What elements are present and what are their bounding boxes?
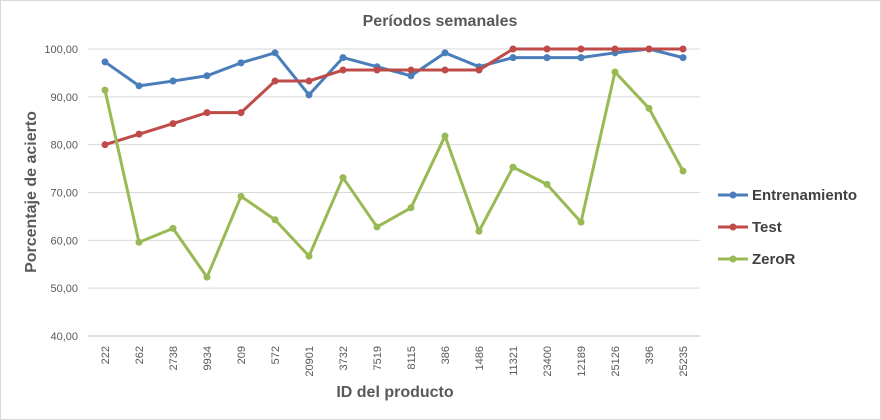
legend: Entrenamiento Test ZeroR [718, 187, 857, 268]
data-point [271, 77, 279, 85]
data-point [101, 58, 109, 66]
y-tick-label: 60,00 [50, 235, 78, 247]
y-tick-labels: 40,00 50,00 60,00 70,00 80,00 90,00 100,00 [44, 44, 78, 343]
data-point [169, 77, 177, 85]
data-point [645, 45, 653, 53]
gridlines [88, 48, 700, 289]
data-point [407, 204, 415, 212]
legend-item: Test [718, 219, 782, 236]
data-point [203, 72, 211, 80]
x-tick-label: 20901 [304, 346, 316, 377]
data-point [169, 224, 177, 232]
data-point [169, 120, 177, 128]
data-point [441, 132, 449, 140]
legend-label: Entrenamiento [752, 187, 857, 204]
data-point [577, 218, 585, 226]
y-tick-label: 40,00 [50, 331, 78, 343]
data-point [611, 45, 619, 53]
data-point [679, 167, 687, 175]
data-point [577, 45, 585, 53]
data-point [305, 252, 313, 260]
x-tick-label: 8115 [406, 346, 418, 370]
x-tick-label: 23400 [542, 346, 554, 377]
x-tick-label: 572 [270, 346, 282, 364]
x-tick-label: 396 [644, 346, 656, 364]
data-point [543, 45, 551, 53]
data-point [577, 54, 585, 62]
y-tick-label: 70,00 [50, 188, 78, 200]
data-point [679, 54, 687, 62]
x-tick-label: 3732 [338, 346, 350, 370]
legend-label: ZeroR [752, 251, 796, 268]
data-point [475, 227, 483, 235]
series [101, 45, 687, 281]
y-tick-label: 50,00 [50, 283, 78, 295]
x-tick-label: 25235 [678, 346, 690, 377]
y-tick-label: 80,00 [50, 140, 78, 152]
series-line [103, 70, 685, 279]
x-tick-label: 1486 [474, 346, 486, 370]
data-point [135, 82, 143, 90]
legend-marker [729, 191, 737, 199]
data-point [305, 77, 313, 85]
data-point [611, 68, 619, 76]
data-point [373, 223, 381, 231]
data-point [475, 66, 483, 74]
legend-label: Test [752, 219, 782, 236]
series-entrenamiento [101, 45, 687, 99]
data-point [339, 54, 347, 62]
legend-item: Entrenamiento [718, 187, 857, 204]
data-point [543, 54, 551, 62]
data-point [101, 141, 109, 149]
data-point [135, 238, 143, 246]
y-axis-title: Porcentaje de acierto [23, 111, 40, 273]
data-point [679, 45, 687, 53]
data-point [509, 163, 517, 171]
data-point [509, 54, 517, 62]
x-tick-label: 12189 [576, 346, 588, 377]
data-point [305, 91, 313, 99]
x-tick-label: 262 [134, 346, 146, 364]
series-line [104, 47, 683, 147]
data-point [339, 66, 347, 74]
data-point [407, 66, 415, 74]
x-tick-label: 209 [236, 346, 248, 364]
data-point [441, 49, 449, 57]
x-tick-label: 25126 [610, 346, 622, 377]
x-tick-label: 9934 [202, 346, 214, 370]
x-tick-label: 7519 [372, 346, 384, 370]
data-point [339, 174, 347, 182]
x-tick-label: 2738 [168, 346, 180, 370]
x-axis-title: ID del producto [336, 384, 454, 401]
data-point [509, 45, 517, 53]
data-point [237, 109, 245, 117]
data-point [135, 130, 143, 138]
x-tick-labels: 222 262 2738 9934 209 572 20901 3732 7519 8115 386… [100, 346, 690, 377]
data-point [271, 216, 279, 224]
data-point [203, 109, 211, 117]
legend-item: ZeroR [718, 251, 796, 268]
data-point [645, 104, 653, 112]
data-point [373, 66, 381, 74]
y-tick-label: 100,00 [44, 44, 78, 56]
data-point [203, 273, 211, 281]
series-test [101, 45, 687, 149]
series-line [104, 47, 684, 97]
x-tick-label: 386 [440, 346, 452, 364]
data-point [543, 180, 551, 188]
x-tick-label: 11321 [508, 346, 520, 376]
data-point [101, 86, 109, 94]
x-tick-label: 222 [100, 346, 112, 364]
legend-marker [729, 255, 737, 263]
series-zeror [101, 68, 687, 281]
data-point [407, 72, 415, 80]
y-tick-label: 90,00 [50, 92, 78, 104]
data-point [271, 49, 279, 57]
data-point [237, 59, 245, 67]
data-point [237, 192, 245, 200]
data-point [441, 66, 449, 74]
legend-marker [729, 223, 737, 231]
chart-title: Períodos semanales [363, 13, 518, 30]
